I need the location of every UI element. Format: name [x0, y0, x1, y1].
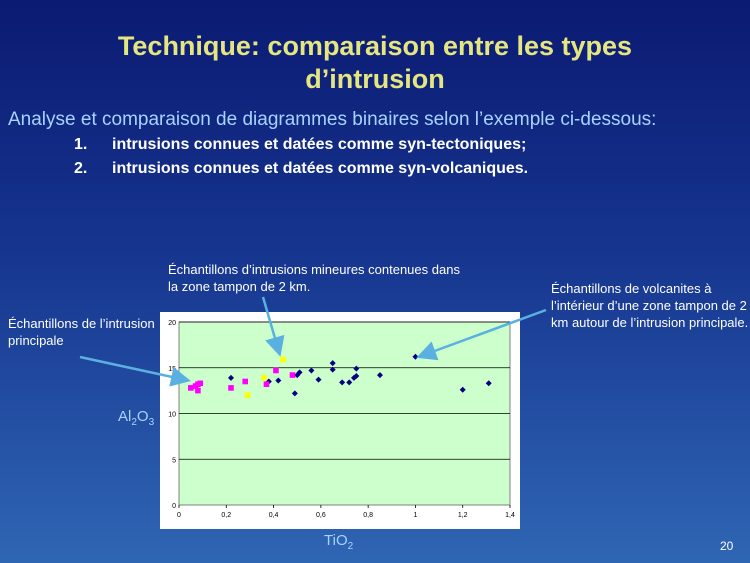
data-point-series-1 — [459, 386, 466, 393]
x-tick-label: 0,4 — [269, 512, 279, 519]
y-tick-label: 20 — [168, 320, 176, 327]
y-tick-label: 10 — [168, 412, 176, 419]
list-item: 1. intrusions connues et datées comme syn… — [74, 133, 528, 157]
data-point-series-1 — [291, 390, 298, 397]
slide-title: Technique: comparaison entre les types d… — [0, 30, 750, 96]
annotation-main-intrusion: Échantillons de l’intrusion principale — [8, 316, 155, 348]
list-item-number: 2. — [74, 160, 88, 177]
x-tick-label: 1 — [413, 512, 417, 519]
data-point-series-1 — [275, 377, 282, 384]
data-point-series-2 — [188, 385, 194, 391]
list-item-text: intrusions connues et datées comme syn-t… — [112, 136, 527, 153]
x-axis-label-sub: 2 — [347, 541, 354, 552]
data-point-series-3 — [244, 392, 251, 398]
data-point-series-3 — [280, 356, 286, 363]
data-point-series-1 — [346, 379, 353, 386]
data-point-series-1 — [296, 369, 303, 376]
data-point-series-1 — [485, 380, 492, 387]
x-tick-label: 0 — [177, 512, 181, 519]
data-point-series-1 — [329, 360, 336, 367]
data-point-series-2 — [242, 378, 248, 385]
x-axis-label-text: TiO — [324, 532, 348, 549]
arrow-volcanites — [416, 308, 547, 361]
data-point-series-2 — [195, 387, 201, 394]
annotation-volcanites: Échantillons de volcanites à l’intérieur… — [551, 281, 749, 330]
y-axis-label-text: Al — [118, 408, 132, 425]
data-point-series-1 — [315, 376, 322, 383]
y-axis-label-sub: 2 — [131, 417, 137, 428]
data-point-series-1 — [308, 367, 315, 374]
list-item: 2. intrusions connues et datées comme syn… — [74, 157, 528, 181]
data-point-series-2 — [197, 380, 204, 387]
y-tick-label: 5 — [172, 457, 176, 464]
intrusion-type-list: 1. intrusions connues et datées comme syn… — [74, 133, 528, 181]
y-tick-label: 15 — [168, 366, 176, 373]
data-point-series-1 — [353, 365, 360, 372]
x-tick-label: 0,2 — [221, 512, 231, 519]
list-item-number: 1. — [74, 136, 88, 153]
data-point-series-2 — [228, 385, 234, 391]
data-point-series-1 — [228, 374, 235, 381]
data-point-series-1 — [329, 366, 336, 373]
page-number: 20 — [720, 539, 734, 553]
y-axis-label: Al2O3 — [118, 408, 154, 428]
data-point-series-3 — [261, 375, 267, 381]
title-line-2: d’intrusion — [305, 64, 445, 94]
title-line-1: Technique: comparaison entre les types — [117, 31, 633, 61]
y-tick-label: 0 — [172, 503, 176, 510]
arrow-main-intrusion — [79, 355, 191, 387]
gridlines — [179, 321, 510, 460]
x-tick-label: 1,2 — [458, 512, 468, 519]
data-point-series-1 — [376, 372, 383, 379]
data-point-series-2 — [273, 367, 279, 374]
data-point-series-1 — [339, 379, 346, 386]
x-tick-label: 0,8 — [363, 512, 373, 519]
annotation-minor-intrusions: Échantillons d’intrusions mineures conte… — [168, 262, 460, 294]
x-tick-labels: 0 0,2 0,4 0,6 0,8 1 1,2 1,4 — [177, 505, 515, 519]
slide-subtitle: Analyse et comparaison de diagrammes bin… — [8, 109, 657, 130]
x-tick-label: 1,4 — [505, 512, 515, 519]
data-point-series-1 — [353, 372, 360, 379]
data-point-series-2 — [263, 381, 270, 388]
x-tick-label: 0,6 — [316, 512, 326, 519]
data-point-series-2 — [289, 372, 296, 378]
list-item-text: intrusions connues et datées comme syn-v… — [112, 160, 529, 177]
x-axis-label: TiO2 — [324, 532, 353, 552]
data-points — [188, 353, 492, 398]
arrow-minor-intrusions — [261, 296, 285, 357]
y-axis-label-sub: 3 — [148, 417, 155, 428]
y-axis-label-text: O — [136, 408, 149, 425]
